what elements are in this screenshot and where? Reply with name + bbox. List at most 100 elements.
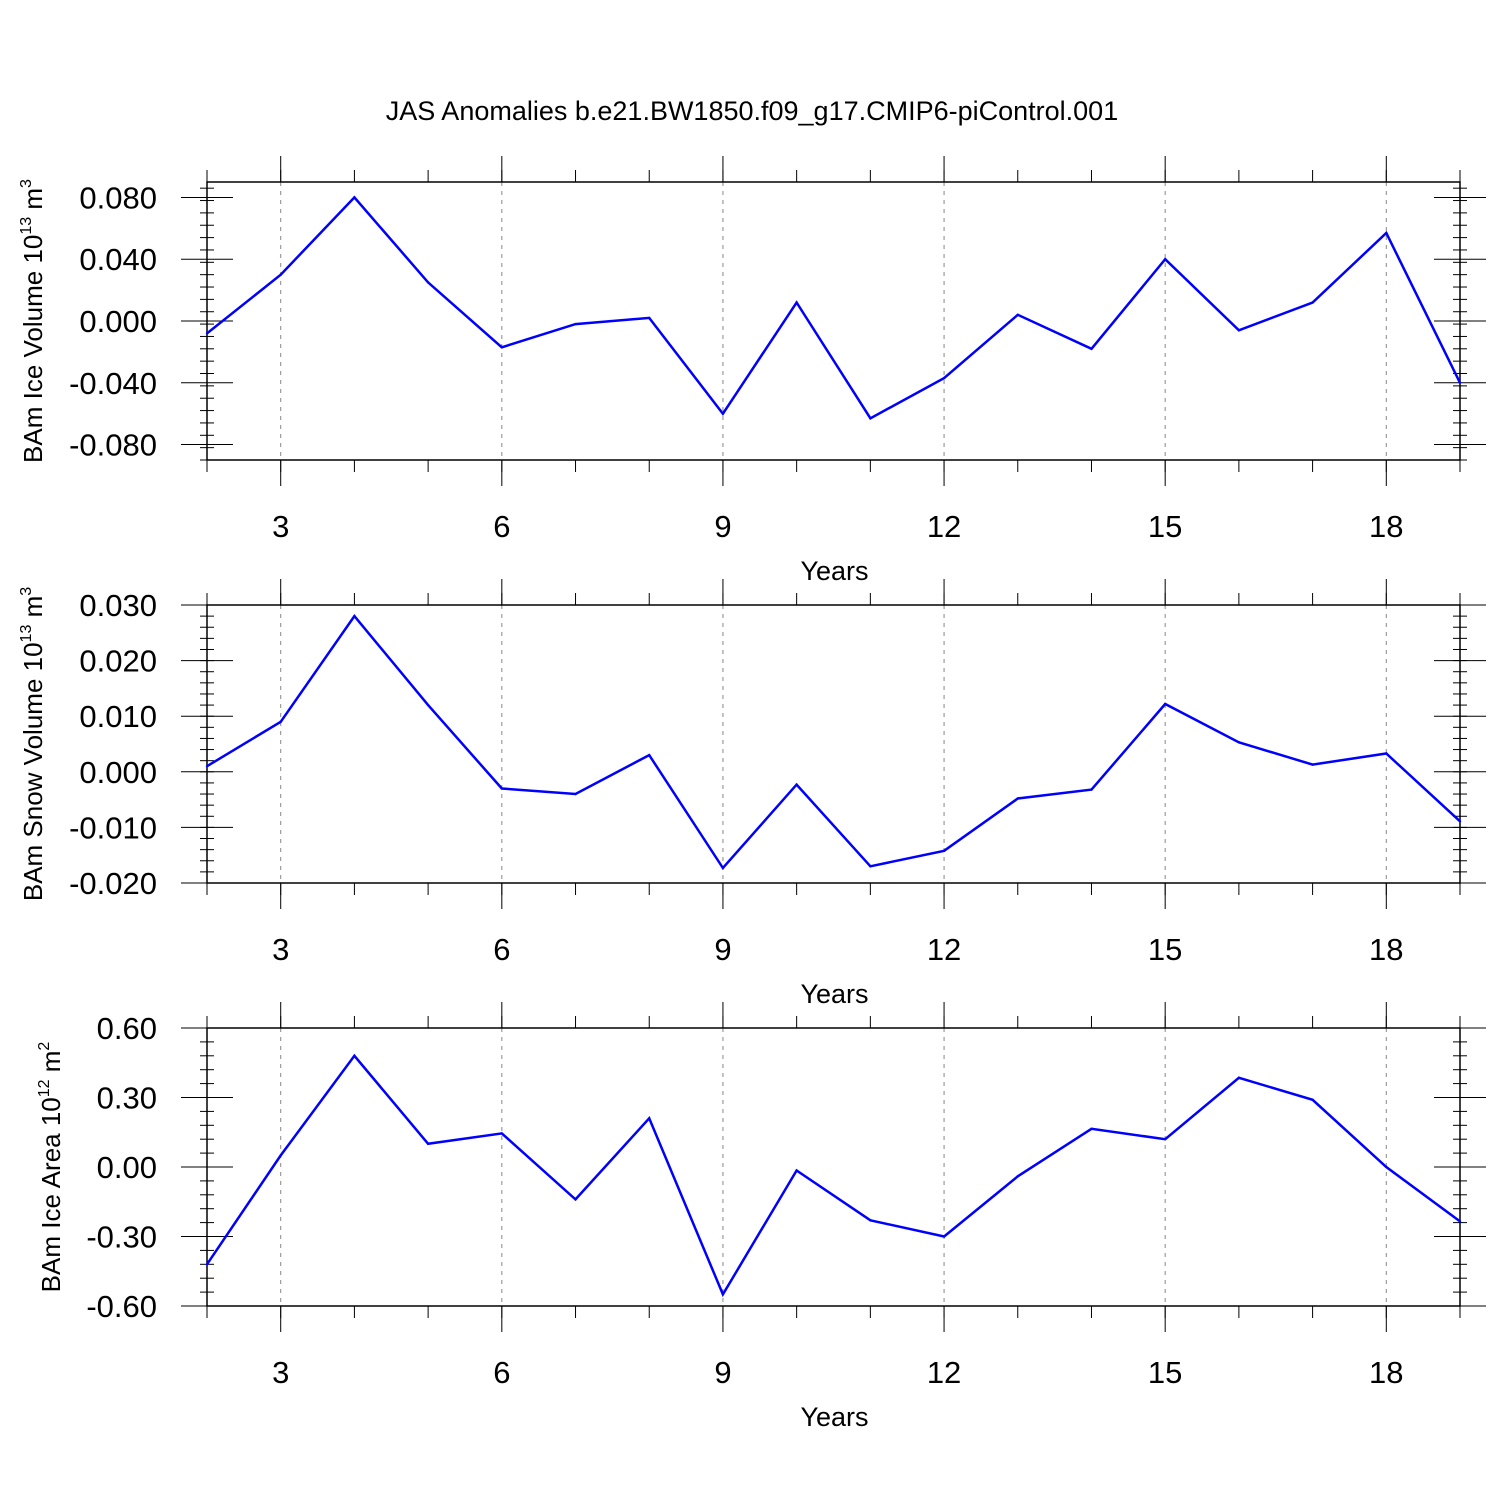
x-tick-label: 15 [1148, 509, 1182, 544]
plot-frame [206, 604, 1461, 884]
x-tick-label: 3 [272, 932, 289, 967]
data-point [795, 1169, 798, 1172]
data-point [721, 1293, 725, 1296]
y-tick-label: 0.040 [79, 242, 157, 277]
data-point [500, 1132, 504, 1135]
data-point [869, 865, 872, 868]
data-point [795, 301, 798, 304]
x-tick-label: 18 [1369, 932, 1403, 967]
chart-title: JAS Anomalies b.e21.BW1850.f09_g17.CMIP6… [386, 96, 1118, 126]
data-point [1385, 231, 1388, 235]
data-point [869, 1219, 872, 1222]
data-point [279, 1154, 282, 1157]
data-point [1458, 381, 1462, 384]
data-point [1311, 301, 1314, 304]
data-point [574, 792, 577, 796]
y-tick-label: 0.000 [79, 755, 157, 790]
data-point [942, 376, 946, 380]
y-axis-label: BAm Ice Area 1012 m2 [36, 1042, 66, 1293]
x-axis-label: Years [800, 556, 868, 586]
data-point [1163, 1138, 1167, 1141]
y-tick-label: 0.030 [79, 588, 157, 623]
data-point [205, 332, 209, 335]
data-point [1385, 1165, 1388, 1169]
x-tick-label: 3 [272, 509, 289, 544]
data-point [279, 720, 282, 723]
data-point [1090, 347, 1093, 350]
data-point [426, 1142, 430, 1146]
y-tick-label: -0.010 [69, 810, 157, 845]
x-tick-label: 15 [1148, 1355, 1182, 1390]
data-point [1237, 741, 1241, 744]
data-point [1163, 258, 1167, 261]
data-point [574, 322, 577, 326]
data-point [942, 849, 946, 852]
x-tick-label: 9 [714, 509, 731, 544]
data-point [648, 316, 651, 320]
plot-frame [206, 1027, 1461, 1307]
data-point [721, 866, 725, 870]
y-tick-label: 0.30 [97, 1081, 157, 1116]
x-tick-label: 12 [927, 1355, 961, 1390]
data-point [426, 281, 430, 284]
series-line [205, 1053, 1461, 1298]
x-tick-label: 12 [927, 932, 961, 967]
x-axis-label: Years [800, 1402, 868, 1432]
series-line [206, 614, 1461, 871]
x-tick-label: 6 [493, 932, 510, 967]
data-point [648, 1117, 651, 1120]
y-axis-label: BAm Snow Volume 1013 m3 [18, 587, 48, 901]
x-tick-label: 6 [493, 509, 510, 544]
data-point [500, 787, 504, 790]
y-tick-label: -0.30 [86, 1220, 157, 1255]
y-tick-label: 0.000 [79, 304, 157, 339]
data-point [1016, 1175, 1019, 1178]
data-point [795, 783, 798, 786]
data-point [574, 1198, 577, 1201]
x-tick-label: 6 [493, 1355, 510, 1390]
data-point [869, 417, 872, 420]
data-point [942, 1235, 946, 1238]
x-tick-label: 3 [272, 1355, 289, 1390]
y-tick-label: 0.010 [79, 699, 157, 734]
panel-3: -0.60 -0.30 0.00 0.30 0.60 3 6 9 12 15 18 Years BAm … [36, 1002, 1486, 1432]
x-tick-label: 18 [1369, 1355, 1403, 1390]
data-point [1237, 329, 1241, 332]
data-point [1311, 763, 1314, 766]
data-point [1090, 788, 1093, 791]
panels-container: -0.080 -0.040 0.000 0.040 0.080 3 6 9 12 15 18 Year… [18, 156, 1486, 1432]
data-point [1237, 1076, 1241, 1080]
panel-2: -0.020 -0.010 0.000 0.010 0.020 0.030 3 6 9 12 15 1… [18, 579, 1486, 1009]
data-point [426, 703, 430, 707]
data-point [500, 346, 504, 349]
y-tick-label: -0.020 [69, 866, 157, 901]
data-point [205, 1263, 209, 1266]
data-point [279, 273, 282, 276]
plot-frame [206, 181, 1461, 461]
x-tick-label: 9 [714, 932, 731, 967]
data-point [1311, 1098, 1314, 1102]
data-point [205, 765, 209, 768]
x-tick-label: 18 [1369, 509, 1403, 544]
x-tick-label: 9 [714, 1355, 731, 1390]
y-tick-label: 0.00 [97, 1150, 157, 1185]
data-point [353, 196, 356, 199]
data-point [1458, 1220, 1462, 1223]
data-point [1458, 820, 1462, 823]
data-point [1016, 313, 1019, 317]
y-tick-label: 0.60 [97, 1011, 157, 1046]
y-tick-label: 0.020 [79, 644, 157, 679]
x-tick-label: 15 [1148, 932, 1182, 967]
data-point [353, 1054, 356, 1058]
y-tick-label: -0.080 [69, 428, 157, 463]
y-tick-label: -0.040 [69, 366, 157, 401]
panel-1: -0.080 -0.040 0.000 0.040 0.080 3 6 9 12 15 18 Year… [18, 156, 1486, 586]
data-point [1090, 1127, 1093, 1130]
y-axis-label: BAm Ice Volume 1013 m3 [18, 179, 48, 463]
y-tick-label: 0.080 [79, 180, 157, 215]
data-point [353, 614, 356, 618]
data-point [1016, 797, 1019, 800]
data-point [1163, 702, 1167, 706]
series-line [206, 195, 1462, 420]
